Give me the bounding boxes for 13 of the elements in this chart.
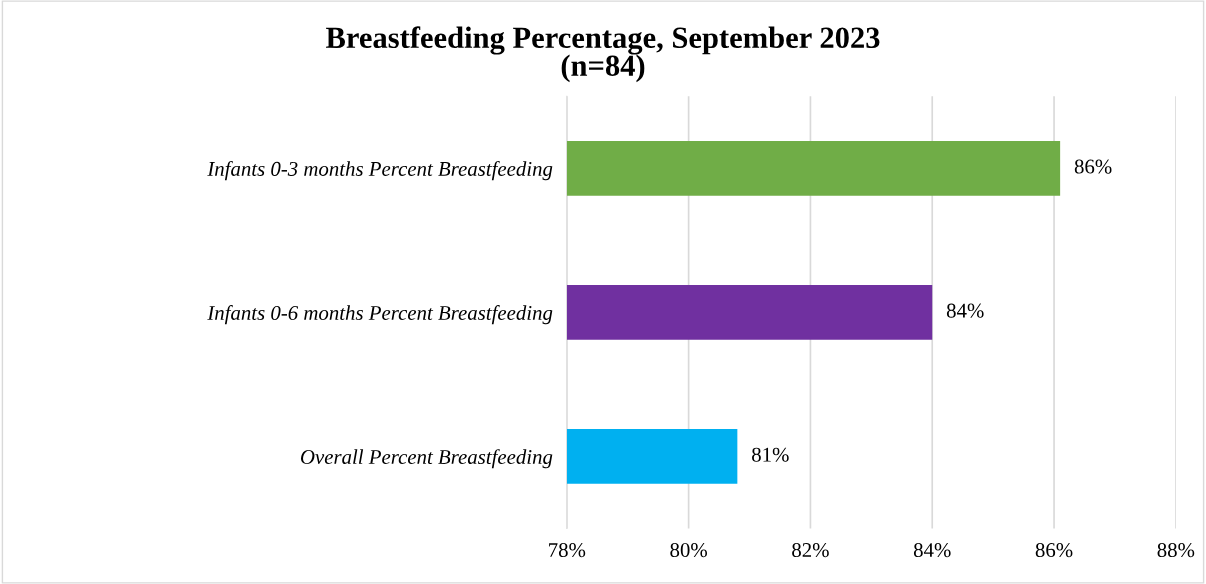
chart-title: Breastfeeding Percentage, September 2023 (n=84) (325, 26, 880, 83)
x-tick-label: 84% (913, 543, 951, 558)
data-label: 84% (946, 303, 984, 318)
x-tick-label: 86% (1035, 543, 1073, 558)
y-tick-label: Infants 0-3 months Percent Breastfeeding (207, 161, 553, 181)
x-tick-label: 80% (670, 543, 708, 558)
data-label: 86% (1074, 159, 1112, 174)
data-label: 81% (752, 447, 789, 462)
y-tick-label: Infants 0-6 months Percent Breastfeeding (207, 305, 553, 325)
x-tick-label: 78% (549, 543, 586, 558)
y-tick-label: Overall Percent Breastfeeding (300, 449, 553, 469)
x-tick-label: 88% (1157, 543, 1195, 558)
x-tick-label: 82% (792, 543, 829, 558)
